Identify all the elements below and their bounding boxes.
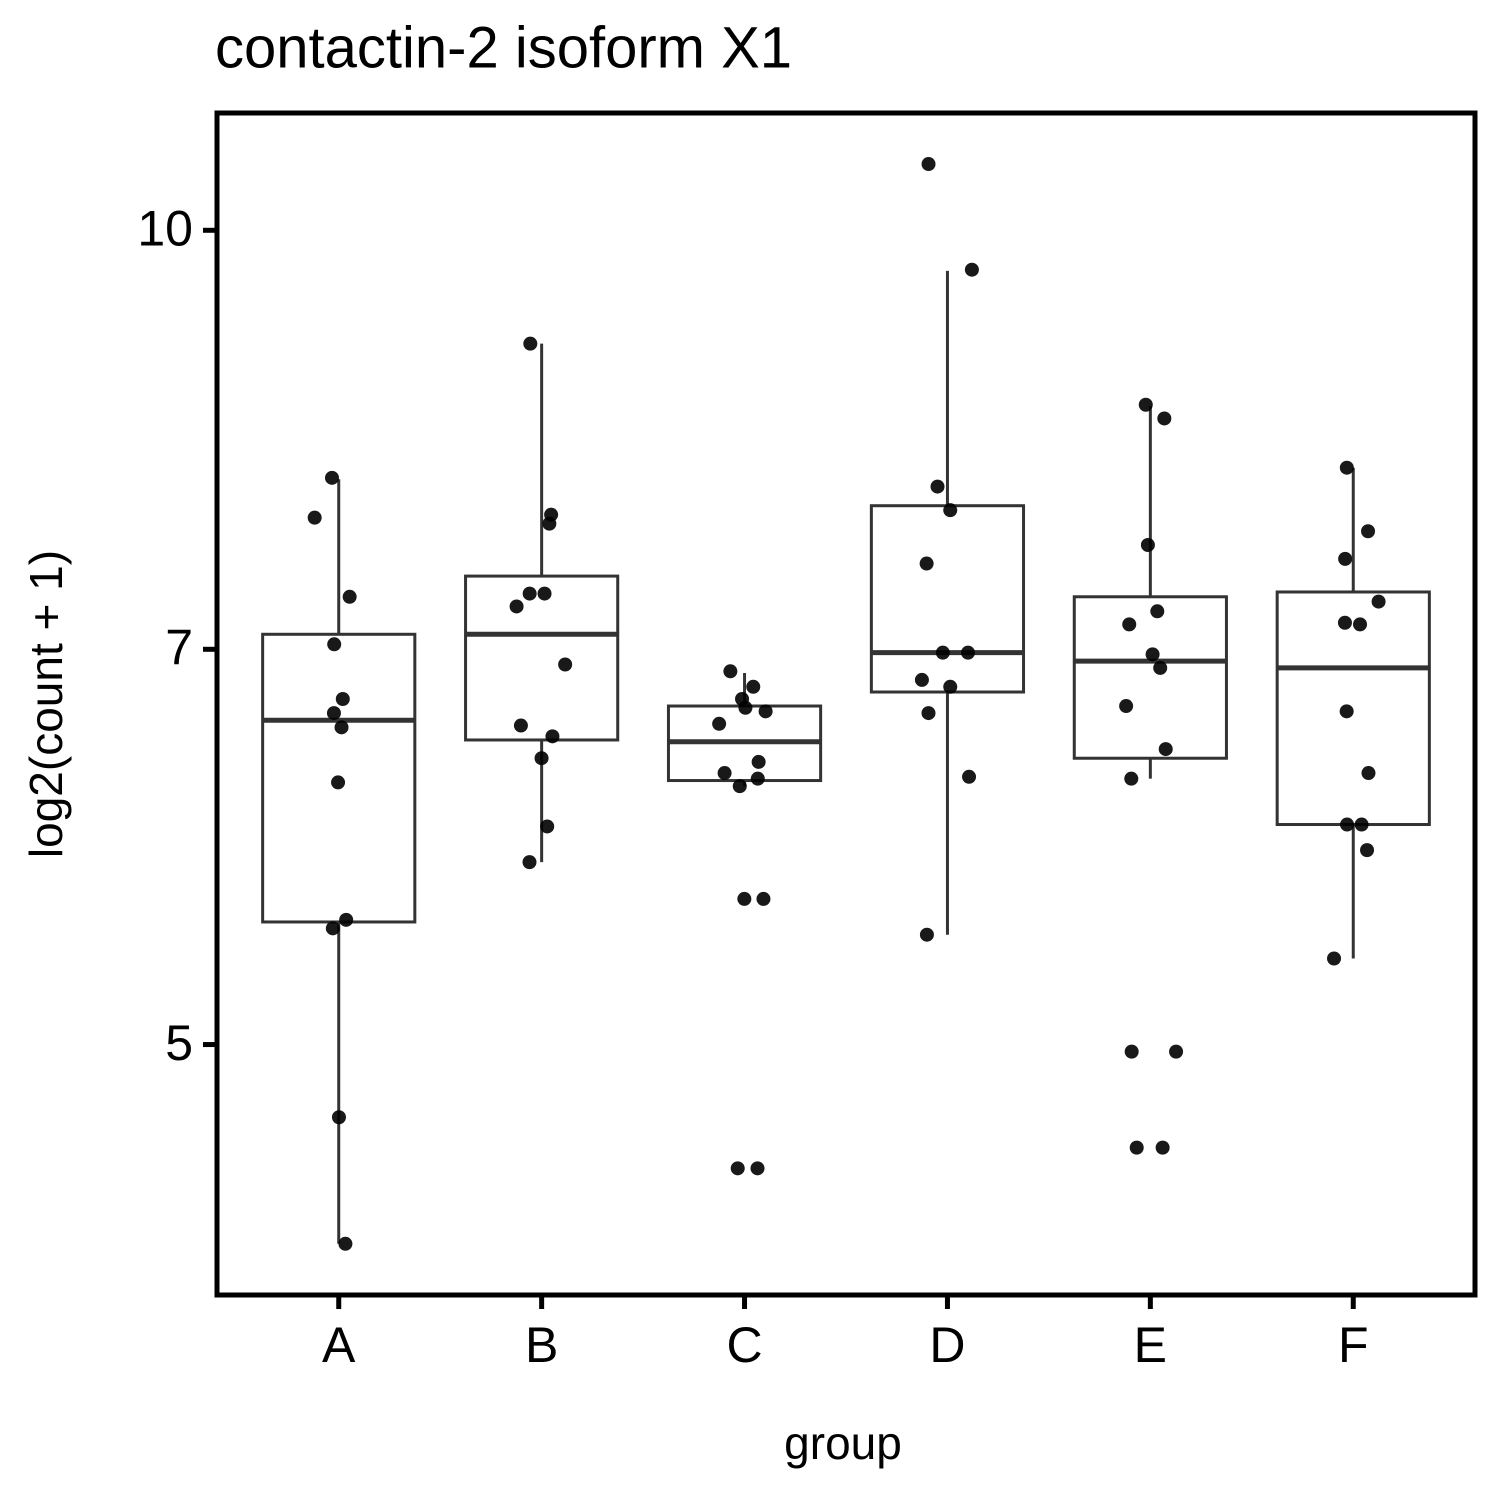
y-tick-label: 7 <box>165 619 193 675</box>
point <box>1371 594 1386 609</box>
point <box>962 769 977 784</box>
x-tick-label: E <box>1134 1317 1167 1373</box>
point <box>1361 524 1376 539</box>
y-tick-label: 10 <box>137 200 193 256</box>
x-tick-label: D <box>929 1317 965 1373</box>
point <box>914 672 929 687</box>
point <box>331 1110 346 1125</box>
box <box>1275 590 1431 827</box>
point <box>943 503 958 518</box>
point <box>339 912 354 927</box>
point <box>921 157 936 172</box>
point <box>1360 843 1375 858</box>
point <box>919 556 934 571</box>
point <box>730 1161 745 1176</box>
point <box>1150 604 1165 619</box>
point <box>1338 551 1353 566</box>
point <box>1119 699 1134 714</box>
point <box>523 336 538 351</box>
point <box>307 510 322 525</box>
point <box>746 679 761 694</box>
point <box>326 706 341 721</box>
point <box>537 586 552 601</box>
point <box>327 637 342 652</box>
box <box>261 632 417 924</box>
point <box>756 891 771 906</box>
point <box>758 704 773 719</box>
point <box>1169 1044 1184 1059</box>
point <box>717 766 732 781</box>
box <box>464 574 620 742</box>
point <box>1138 397 1153 412</box>
x-tick-label: F <box>1338 1317 1369 1373</box>
point <box>750 1161 765 1176</box>
point <box>732 779 747 794</box>
point <box>513 718 528 733</box>
point <box>1155 1140 1170 1155</box>
point <box>1361 766 1376 781</box>
chart-title: contactin-2 isoform X1 <box>215 15 792 80</box>
point <box>545 729 560 744</box>
point <box>1158 742 1173 757</box>
point <box>558 657 573 672</box>
y-tick-label: 5 <box>165 1015 193 1071</box>
point <box>712 716 727 731</box>
point <box>542 516 557 531</box>
point <box>522 586 537 601</box>
point <box>334 720 349 735</box>
point <box>1340 817 1355 832</box>
point <box>737 891 752 906</box>
point <box>1140 537 1155 552</box>
point <box>540 819 555 834</box>
x-tick-label: A <box>322 1317 356 1373</box>
point <box>335 691 350 706</box>
point <box>751 754 766 769</box>
point <box>1122 617 1137 632</box>
point <box>1124 771 1139 786</box>
point <box>331 775 346 790</box>
point <box>961 645 976 660</box>
point <box>338 1236 353 1251</box>
point <box>324 470 339 485</box>
point <box>342 589 357 604</box>
point <box>935 645 950 660</box>
point <box>1129 1140 1144 1155</box>
point <box>964 262 979 277</box>
point <box>1327 951 1342 966</box>
point <box>723 664 738 679</box>
point <box>1354 817 1369 832</box>
point <box>1339 704 1354 719</box>
point <box>1353 617 1368 632</box>
point <box>1153 660 1168 675</box>
x-tick-label: C <box>726 1317 762 1373</box>
box <box>1072 595 1228 760</box>
point <box>1124 1044 1139 1059</box>
y-axis-label: log2(count + 1) <box>20 550 72 858</box>
point <box>921 706 936 721</box>
point <box>325 921 340 936</box>
x-tick-label: B <box>525 1317 558 1373</box>
plot-frame <box>214 110 1478 1298</box>
point <box>943 679 958 694</box>
point <box>522 855 537 870</box>
point <box>919 927 934 942</box>
point <box>1145 647 1160 662</box>
point <box>534 751 549 766</box>
point <box>738 700 753 715</box>
point <box>750 771 765 786</box>
x-axis-label: group <box>784 1417 902 1469</box>
box <box>869 504 1026 694</box>
point <box>509 599 524 614</box>
point <box>1339 460 1354 475</box>
point <box>1337 615 1352 630</box>
point <box>930 479 945 494</box>
point <box>1157 411 1172 426</box>
